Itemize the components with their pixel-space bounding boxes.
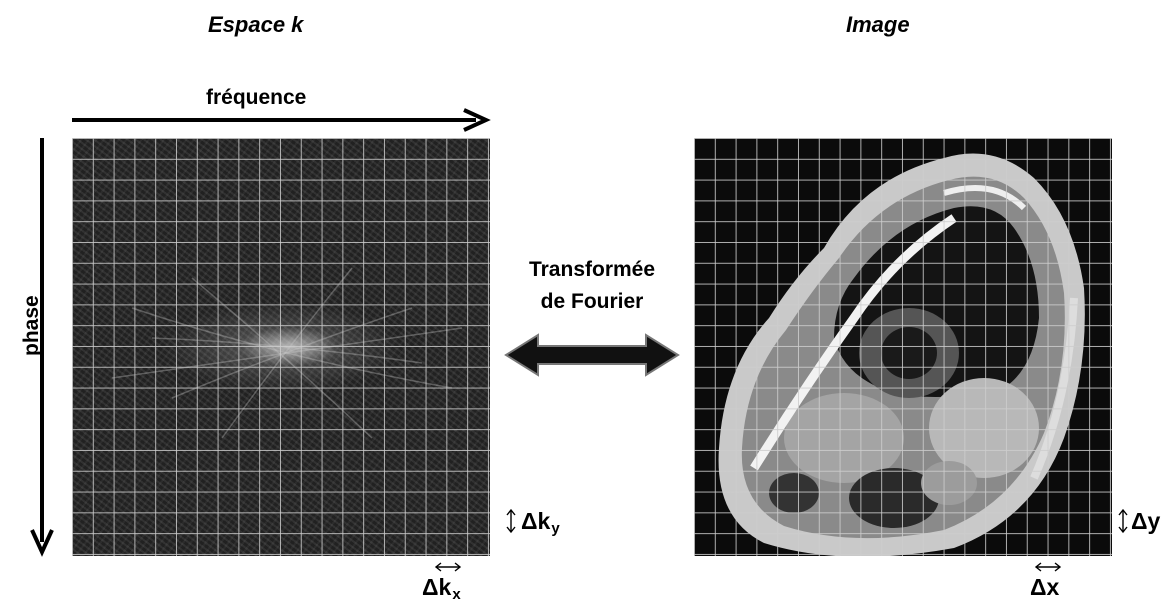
delta-kx-label: Δkx	[422, 574, 461, 603]
horizontal-double-arrow-icon-image	[1034, 562, 1062, 572]
vertical-double-arrow-icon	[506, 508, 516, 534]
kspace-panel	[72, 138, 490, 556]
transform-label-line2: de Fourier	[540, 290, 644, 313]
delta-ky-base: Δk	[521, 508, 551, 534]
kspace-title: Espace k	[208, 12, 304, 37]
delta-ky-label: Δky	[521, 508, 560, 537]
image-title: Image	[846, 12, 910, 37]
right-arrow-icon	[72, 108, 491, 132]
delta-x-label: Δx	[1030, 574, 1060, 600]
delta-y-label: Δy	[1131, 508, 1161, 534]
mri-panel	[694, 138, 1112, 556]
mri-grid	[694, 138, 1112, 556]
double-arrow-icon	[504, 333, 680, 377]
delta-ky-sub: y	[551, 520, 560, 537]
delta-kx-sub: x	[452, 586, 461, 603]
down-arrow-icon	[30, 138, 54, 557]
transform-label-line1: Transformée	[528, 258, 656, 281]
horizontal-double-arrow-icon	[434, 562, 462, 572]
vertical-double-arrow-icon-image	[1118, 508, 1128, 534]
delta-kx-base: Δk	[422, 574, 452, 600]
frequency-label: fréquence	[206, 86, 307, 109]
kspace-grid	[72, 138, 490, 556]
